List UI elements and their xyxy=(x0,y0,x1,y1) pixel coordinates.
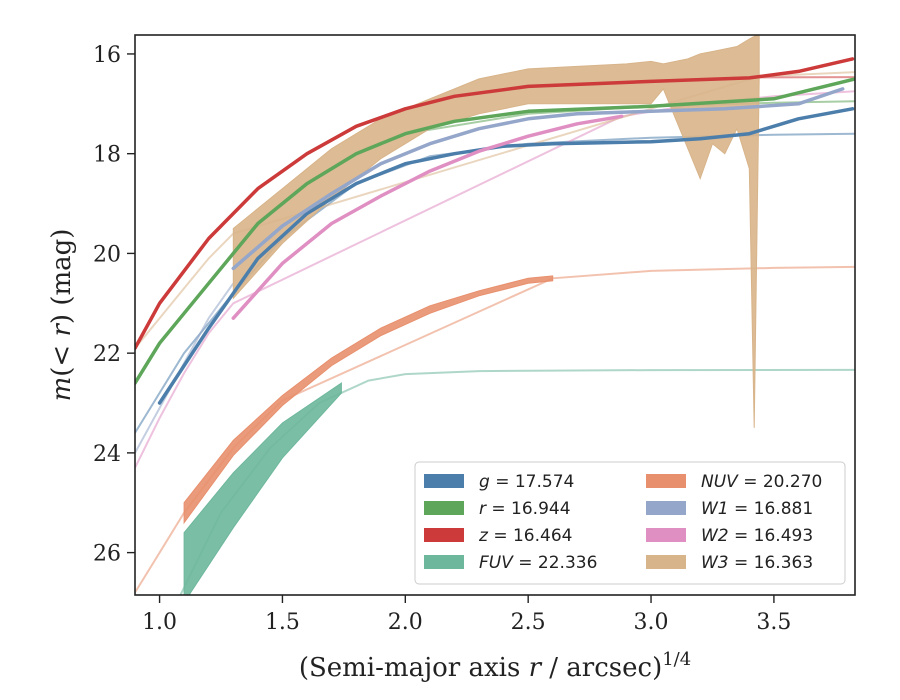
y-tick-label: 20 xyxy=(93,242,121,267)
legend-swatch-nuv xyxy=(646,474,686,488)
series-r-line xyxy=(135,77,855,385)
legend-entry-w1: W1 = 16.881 xyxy=(701,499,813,519)
legend-swatch-z xyxy=(424,528,464,542)
legend-entry-fuv: FUV = 22.336 xyxy=(479,553,597,573)
legend-entry-g: g = 17.574 xyxy=(479,472,574,492)
legend-swatch-w3 xyxy=(646,555,686,569)
y-tick-label: 22 xyxy=(93,342,121,367)
series-w1-line xyxy=(231,87,845,271)
series-nuv-band xyxy=(183,275,554,525)
legend-frame xyxy=(414,461,846,585)
y-axis-label: m(< r) (mag) xyxy=(47,229,77,402)
y-tick-label: 26 xyxy=(93,542,121,567)
x-tick-label: 3.5 xyxy=(756,610,791,635)
x-axis: 1.0 1.5 2.0 2.5 3.0 3.5 xyxy=(142,595,791,635)
legend: g = 17.574 r = 16.944 z = 16.464 FUV = 22.3… xyxy=(414,461,846,585)
legend-entry-w2: W2 = 16.493 xyxy=(701,526,813,546)
x-tick-label: 1.0 xyxy=(142,610,177,635)
legend-swatch-w2 xyxy=(646,528,686,542)
legend-entry-nuv: NUV = 20.270 xyxy=(701,472,822,492)
series-w2-line xyxy=(231,114,624,320)
x-axis-label: (Semi-major axis r / arcsec)1/4 xyxy=(299,649,691,683)
legend-entry-r: r = 16.944 xyxy=(479,499,571,519)
legend-swatch-w1 xyxy=(646,501,686,515)
y-axis: 16 18 20 22 24 26 xyxy=(93,43,135,567)
legend-swatch-r xyxy=(424,501,464,515)
legend-entry-w3: W3 = 16.363 xyxy=(701,553,813,573)
legend-swatch-fuv xyxy=(424,555,464,569)
series-g-line xyxy=(157,107,855,405)
series-fuv-band xyxy=(183,382,342,595)
y-tick-label: 16 xyxy=(93,43,121,68)
series-w3-band xyxy=(232,35,760,428)
y-tick-label: 24 xyxy=(93,442,121,467)
y-tick-label: 18 xyxy=(93,143,121,168)
x-tick-label: 1.5 xyxy=(265,610,300,635)
x-tick-label: 2.5 xyxy=(511,610,546,635)
plot-area xyxy=(135,35,855,595)
x-tick-label: 2.0 xyxy=(388,610,423,635)
plot-frame xyxy=(134,34,856,596)
legend-swatch-g xyxy=(424,474,464,488)
series-z-line xyxy=(135,57,855,350)
legend-entry-z: z = 16.464 xyxy=(478,526,572,546)
x-tick-label: 3.0 xyxy=(634,610,669,635)
